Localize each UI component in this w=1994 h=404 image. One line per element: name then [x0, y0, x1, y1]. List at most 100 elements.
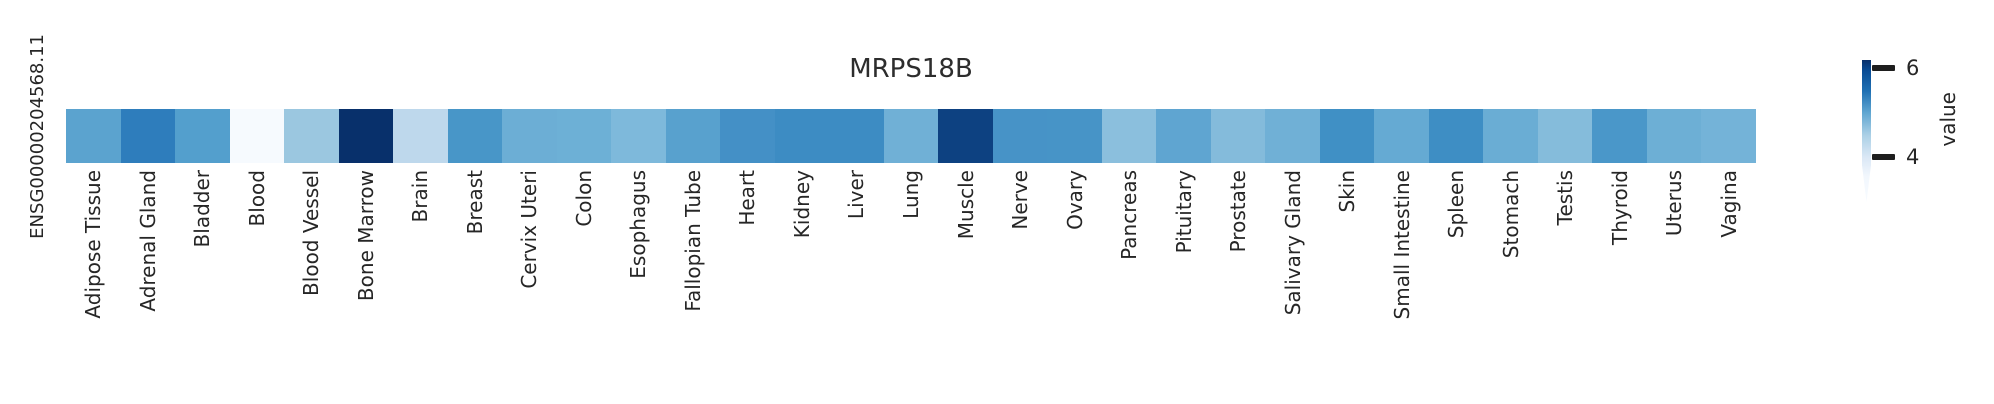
x-tick-label-cell: Small Intestine — [1374, 170, 1429, 400]
x-tick-label-cell: Salivary Gland — [1265, 170, 1320, 400]
x-tick-label: Heart — [735, 170, 760, 226]
heatmap-cell — [1701, 109, 1756, 163]
x-tick-label-cell: Colon — [557, 170, 612, 400]
heatmap-cell — [992, 109, 1048, 163]
x-tick-label-cell: Stomach — [1483, 170, 1538, 400]
x-tick-label-cell: Kidney — [775, 170, 830, 400]
x-tick-label: Bone Marrow — [353, 170, 378, 302]
x-tick-label-cell: Blood — [230, 170, 285, 400]
x-tick-label: Breast — [462, 170, 487, 235]
x-tick-label-cell: Lung — [884, 170, 939, 400]
heatmap-cell — [774, 109, 830, 163]
x-tick-label-cell: Bladder — [175, 170, 230, 400]
heatmap-cell — [1537, 109, 1593, 163]
x-tick-label-cell: Testis — [1538, 170, 1593, 400]
x-tick-label: Blood Vessel — [299, 170, 324, 296]
x-tick-label-cell: Uterus — [1647, 170, 1702, 400]
x-tick-label-cell: Pituitary — [1156, 170, 1211, 400]
heatmap-cell — [1592, 109, 1647, 163]
x-tick-label: Kidney — [789, 170, 814, 239]
heatmap-cell — [1265, 109, 1320, 163]
heatmap-cell — [1101, 109, 1157, 163]
chart-title: MRPS18B — [849, 54, 973, 84]
x-tick-label-cell: Spleen — [1429, 170, 1484, 400]
x-tick-label-cell: Brain — [393, 170, 448, 400]
x-tick-label: Lung — [898, 170, 923, 219]
x-tick-label: Nerve — [1008, 170, 1033, 230]
heatmap-cell — [1646, 109, 1702, 163]
x-tick-label: Colon — [571, 170, 596, 227]
heatmap-cell — [502, 109, 557, 163]
heatmap-cell — [1047, 109, 1102, 163]
heatmap-cell — [1483, 109, 1538, 163]
colorbar-tick-mark-top — [1872, 65, 1895, 71]
x-tick-label-cell: Cervix Uteri — [502, 170, 557, 400]
x-tick-label: Adrenal Gland — [135, 170, 160, 312]
x-tick-label-cell: Adipose Tissue — [66, 170, 121, 400]
x-tick-label-cell: Esophagus — [611, 170, 666, 400]
colorbar-gradient — [1862, 60, 1871, 202]
colorbar-tick-label-top: 6 — [1906, 56, 1920, 80]
x-tick-label: Adipose Tissue — [81, 170, 106, 319]
x-tick-labels: Adipose Tissue Adrenal Gland Bladder Blood B… — [66, 170, 1756, 400]
x-tick-label: Prostate — [1226, 170, 1251, 253]
colorbar-label-text: value — [1936, 92, 1960, 147]
heatmap-cell — [120, 109, 176, 163]
x-tick-label-cell: Vagina — [1701, 170, 1756, 400]
x-tick-label: Liver — [844, 170, 869, 220]
colorbar-tick-label-bottom: 4 — [1906, 145, 1920, 169]
x-tick-label-cell: Blood Vessel — [284, 170, 339, 400]
x-tick-label: Bladder — [190, 170, 215, 248]
heatmap-cell — [938, 109, 993, 163]
heatmap-cell — [284, 109, 339, 163]
x-tick-label-cell: Muscle — [938, 170, 993, 400]
x-tick-label: Spleen — [1444, 170, 1469, 239]
x-tick-label: Testis — [1553, 170, 1578, 226]
heatmap-cell — [1428, 109, 1484, 163]
colorbar-tick-mark-bottom — [1872, 154, 1895, 160]
x-tick-label: Stomach — [1498, 170, 1523, 259]
x-tick-label: Pancreas — [1117, 170, 1142, 260]
heatmap-cell — [883, 109, 939, 163]
x-tick-label: Fallopian Tube — [680, 170, 705, 312]
x-tick-label-cell: Prostate — [1211, 170, 1266, 400]
heatmap-cell — [829, 109, 884, 163]
x-tick-label-cell: Nerve — [993, 170, 1048, 400]
heatmap-cell — [447, 109, 503, 163]
x-tick-label: Esophagus — [626, 170, 651, 279]
heatmap-cell — [1210, 109, 1266, 163]
heatmap-cell — [665, 109, 721, 163]
x-tick-label: Blood — [244, 170, 269, 227]
x-tick-label: Salivary Gland — [1280, 170, 1305, 316]
heatmap-cell — [393, 109, 448, 163]
x-tick-label-cell: Thyroid — [1592, 170, 1647, 400]
heatmap-cell — [1156, 109, 1211, 163]
y-axis-label: ENSG00000204568.11 — [27, 34, 48, 240]
x-tick-label: Cervix Uteri — [517, 170, 542, 289]
x-tick-label: Uterus — [1662, 170, 1687, 237]
x-tick-label: Thyroid — [1607, 170, 1632, 245]
heatmap-cell — [720, 109, 775, 163]
x-tick-label-cell: Liver — [829, 170, 884, 400]
x-tick-label-cell: Bone Marrow — [339, 170, 394, 400]
gene-id-label: ENSG00000204568.11 — [27, 34, 48, 239]
x-tick-label: Muscle — [953, 170, 978, 240]
x-tick-label-cell: Fallopian Tube — [666, 170, 721, 400]
heatmap-cell — [611, 109, 666, 163]
heatmap-cell — [556, 109, 612, 163]
heatmap-cell — [1374, 109, 1429, 163]
x-tick-label: Vagina — [1716, 170, 1741, 238]
heatmap-cell — [338, 109, 394, 163]
x-tick-label: Small Intestine — [1389, 170, 1414, 320]
x-tick-label: Skin — [1335, 170, 1360, 213]
heatmap-cell — [175, 109, 230, 163]
heatmap-row — [66, 109, 1756, 163]
heatmap-cell — [66, 109, 121, 163]
x-tick-label-cell: Breast — [448, 170, 503, 400]
heatmap-cell — [229, 109, 285, 163]
x-tick-label-cell: Heart — [720, 170, 775, 400]
x-tick-label: Brain — [408, 170, 433, 223]
x-tick-label: Pituitary — [1171, 170, 1196, 254]
x-tick-label-cell: Skin — [1320, 170, 1375, 400]
